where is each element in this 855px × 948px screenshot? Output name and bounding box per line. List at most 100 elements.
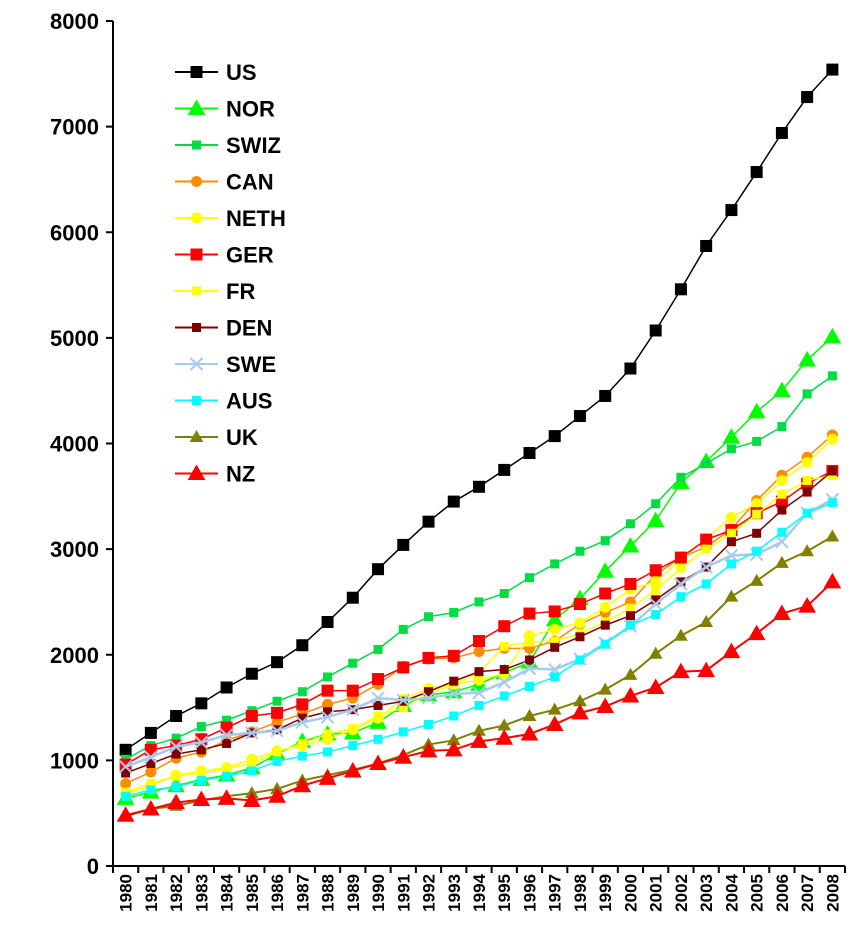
data-point-neth [574,617,586,629]
data-point-nor [798,351,816,367]
data-point-ger [624,577,637,590]
x-tick-label: 1997 [546,874,565,912]
data-point-swiz [373,644,383,654]
data-point-nz [268,787,286,803]
legend-marker-us [190,66,203,78]
data-point-nz [747,624,766,641]
data-point-aus [499,691,509,701]
data-point-swiz [651,499,661,509]
x-tick-label: 1987 [293,874,312,912]
x-tick-label: 1982 [167,874,186,912]
data-point-swe [320,710,335,724]
data-point-aus [373,734,383,744]
data-point-nz [823,572,842,589]
data-point-neth [801,457,813,469]
legend-label-nz: NZ [226,462,255,487]
legend-label-ger: GER [226,243,274,268]
data-point-den [752,528,762,538]
data-point-nor [722,428,741,444]
data-point-ger [649,564,662,577]
data-point-swe [497,675,511,689]
data-point-swiz [272,696,282,706]
data-point-swe [245,726,259,740]
data-point-us [725,204,738,217]
data-point-us [372,563,385,576]
series-aus [121,498,837,801]
data-point-fr [348,724,358,734]
data-point-nz [722,642,741,659]
data-point-us [750,166,763,179]
data-point-neth [725,511,737,523]
data-point-swiz [424,612,434,622]
x-tick-label: 1993 [445,874,464,912]
data-point-us [144,726,157,739]
data-point-swiz [297,687,307,697]
data-point-nz [773,604,791,621]
x-tick-label: 1980 [117,874,136,912]
data-point-swiz [550,559,560,569]
legend-label-can: CAN [226,170,274,195]
x-tick-label: 2006 [773,874,792,912]
data-point-swiz [676,472,686,482]
data-point-uk [775,555,789,568]
data-point-uk [547,702,562,715]
data-point-fr [171,771,181,781]
legend-item-swiz: SWIZ [175,133,281,158]
data-point-fr [676,563,686,573]
legend: US NOR SWIZ CAN NETH GER FR DEN SWE AUS UK NZ [175,60,286,487]
data-point-aus [348,741,358,751]
data-point-den [449,676,459,686]
data-point-us [523,447,536,460]
data-point-ger [523,607,536,620]
series-group [116,63,842,822]
data-point-uk [699,614,714,628]
data-point-aus [121,791,131,801]
data-point-swiz [777,422,787,432]
data-point-aus [424,719,434,729]
data-point-den [777,505,787,515]
data-point-us [599,389,612,402]
data-point-den [550,642,560,652]
data-point-ger [397,661,410,674]
x-tick-label: 1981 [142,874,161,912]
data-point-ger [498,620,511,633]
data-point-ger [573,598,586,611]
data-point-aus [398,727,408,737]
data-point-nz [217,789,236,805]
data-point-neth [776,474,788,486]
legend-marker-aus [192,396,201,405]
data-point-aus [550,672,560,682]
data-point-nz [520,724,539,741]
legend-label-neth: NETH [226,206,286,231]
data-point-swiz [323,672,333,682]
legend-item-nor: NOR [175,97,275,122]
x-tick-label: 1984 [218,873,237,911]
x-tick-label: 2004 [722,873,741,911]
data-point-aus [575,655,585,665]
data-point-swiz [827,371,837,381]
data-point-us [422,515,435,528]
y-tick-label: 5000 [50,326,99,351]
x-tick-label: 1985 [243,874,262,912]
x-tick-label: 2005 [748,874,767,912]
legend-marker-swiz [192,140,201,150]
data-point-swiz [701,459,711,469]
data-point-swiz [726,444,736,454]
series-swiz [121,371,837,764]
data-point-nz [167,793,185,810]
data-point-den [121,768,131,778]
data-point-aus [701,579,711,589]
data-point-nz [293,776,312,793]
x-tick-label: 1991 [394,874,413,912]
data-point-aus [827,498,837,508]
data-point-aus [272,756,282,766]
data-point-fr [701,544,711,554]
data-point-swe [270,724,284,738]
data-point-den [802,487,812,497]
series-swe [118,492,840,774]
data-point-nor [646,511,665,528]
data-point-swe [346,702,360,717]
data-point-nz [596,697,615,714]
data-point-nz [343,761,362,778]
legend-marker-uk [189,429,204,442]
